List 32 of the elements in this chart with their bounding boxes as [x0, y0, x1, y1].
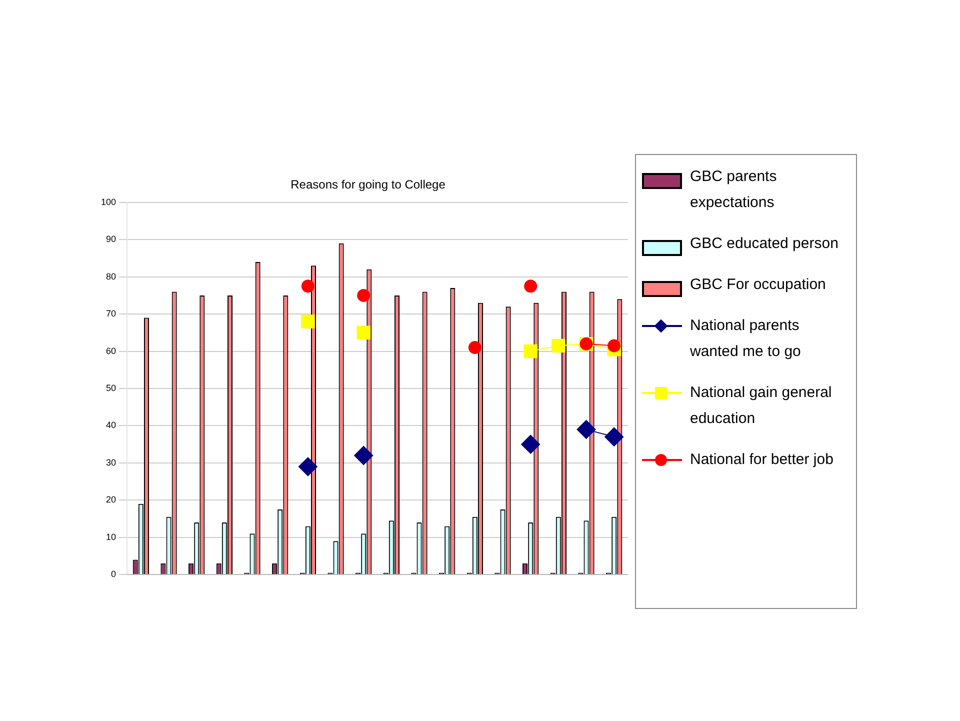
y-tick-label: 0: [111, 569, 116, 580]
point: [521, 434, 540, 454]
legend-label: National parents wanted me to go: [690, 316, 802, 362]
point: [356, 326, 370, 340]
point: [298, 457, 318, 476]
y-tick-label: 90: [106, 234, 116, 244]
legend-label: National for better job: [690, 450, 834, 470]
y-tick-label: 50: [106, 382, 116, 393]
legend-label: GBC educated person: [690, 234, 838, 254]
legend-label: GBC For occupation: [690, 275, 826, 295]
point: [301, 314, 315, 328]
point: [524, 344, 538, 358]
point: [468, 341, 482, 354]
point: [357, 288, 370, 302]
point: [604, 427, 624, 446]
y-tick-label: 10: [106, 532, 116, 542]
point: [301, 280, 314, 293]
chart-title: Reasons for going to College: [290, 178, 446, 192]
legend-label: GBC parents expectations: [690, 167, 778, 213]
y-tick-label: 30: [106, 457, 116, 468]
y-tick-label: 60: [106, 346, 116, 356]
y-tick-label: 80: [106, 271, 116, 282]
point: [354, 446, 374, 465]
y-tick-label: 40: [106, 420, 116, 430]
point: [552, 338, 566, 353]
y-tick-label: 70: [106, 308, 116, 319]
point: [608, 339, 621, 352]
y-tick-label: 20: [106, 494, 116, 505]
point: [576, 420, 596, 439]
y-tick-label: 100: [100, 196, 116, 207]
legend-label: National gain general education: [690, 383, 833, 429]
point: [524, 280, 538, 293]
